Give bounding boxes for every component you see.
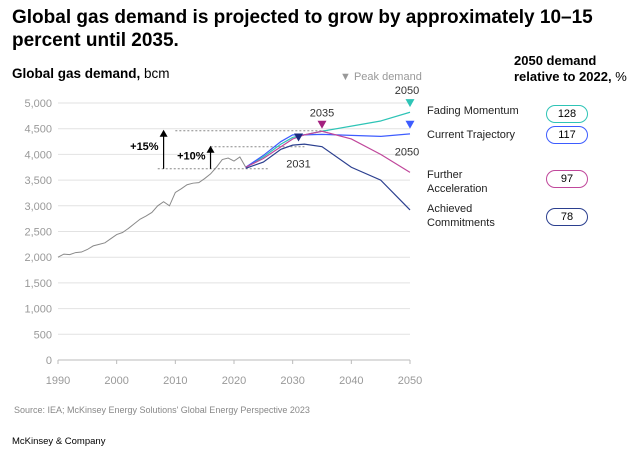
subtitle-bold: Global gas demand, [12,66,141,81]
subtitle-unit: bcm [144,66,170,81]
series-line-further-acceleration [245,130,411,173]
legend-further-acceleration: Further Acceleration [427,169,488,195]
peak-label: 2050 [395,147,419,159]
x-tick-label: 2050 [398,375,422,387]
peak-marker-icon [294,133,304,142]
y-tick-label: 1,500 [24,278,52,290]
legend-current-trajectory: Current Trajectory [427,129,516,141]
y-tick-label: 3,000 [24,201,52,213]
series-line-fading-momentum [245,111,411,168]
peak-marker-icon [405,99,415,108]
page-title: Global gas demand is projected to grow b… [12,7,593,51]
growth-label: +10% [177,151,206,163]
chart-subtitle: Global gas demand, bcm [12,66,170,81]
badge-current-trajectory: 117 [546,126,588,144]
peak-marker-icon [317,120,327,129]
peak-marker-icon [405,120,415,129]
x-tick-label: 1990 [46,375,70,387]
y-tick-label: 0 [46,355,52,367]
peak-label: 2050 [395,85,419,97]
brand: McKinsey & Company [12,436,106,447]
right-header: 2050 demand relative to 2022, % [514,53,627,85]
y-tick-label: 2,000 [24,252,52,264]
x-tick-label: 2030 [280,375,304,387]
badge-fading-momentum: 128 [546,105,588,123]
source-note: Source: IEA; McKinsey Energy Solutions' … [14,405,310,415]
right-header-line1: 2050 demand [514,53,597,68]
peak-legend: ▼ Peak demand [340,71,422,83]
badge-achieved-commitments: 78 [546,208,588,226]
y-tick-label: 1,000 [24,304,52,316]
series-line-achieved-commitments [245,143,411,211]
y-tick-label: 4,000 [24,149,52,161]
right-header-unit: % [615,69,627,84]
y-tick-label: 5,000 [24,98,52,110]
badge-further-acceleration: 97 [546,170,588,188]
x-tick-label: 2040 [339,375,363,387]
x-tick-label: 2000 [104,375,128,387]
legend-achieved-commitments: Achieved Commitments [427,203,495,229]
line-chart: 0 500 1,000 1,500 2,000 2,500 3,000 3,500 4,000 4… [24,85,422,387]
growth-label: +15% [130,141,159,153]
y-tick-label: 500 [34,329,52,341]
y-tick-label: 3,500 [24,175,52,187]
y-tick-label: 2,500 [24,227,52,239]
arrow-head [206,145,215,153]
y-tick-label: 4,500 [24,124,52,136]
arrow-head [159,129,168,137]
peak-label: 2035 [310,108,334,120]
right-header-line2: relative to 2022, [514,69,612,84]
peak-label: 2031 [286,159,310,171]
x-tick-label: 2020 [222,375,246,387]
legend-fading-momentum: Fading Momentum [427,105,519,117]
x-tick-label: 2010 [163,375,187,387]
historical-series-line [57,156,247,258]
